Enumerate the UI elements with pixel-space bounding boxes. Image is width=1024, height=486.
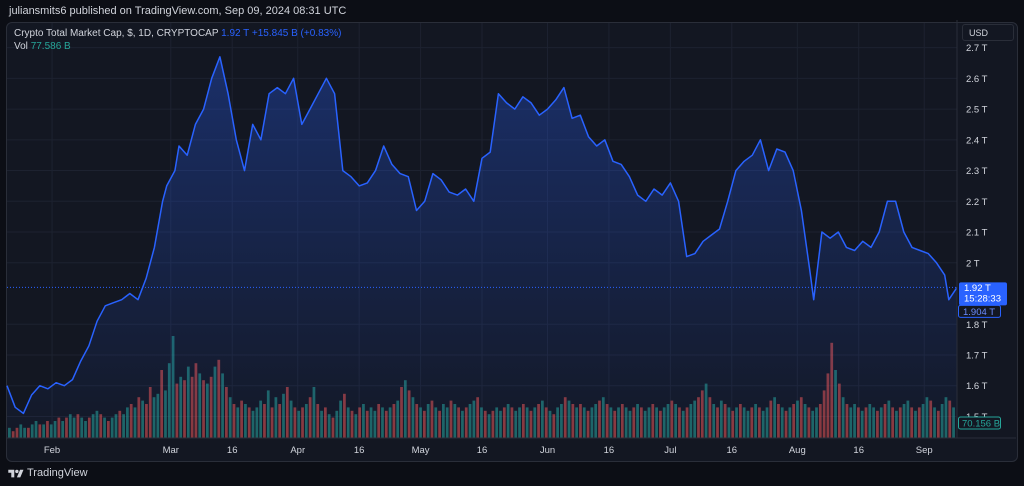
top-bar: juliansmits6 published on TradingView.co… [0, 0, 1024, 22]
y-tick-label-2: 2.5 T [966, 105, 988, 116]
price-badges: 1.92 T15:28:33 1.904 T 70.156 B [958, 282, 1007, 430]
footer: TradingView [0, 462, 1024, 486]
volume-badge [958, 416, 1001, 430]
x-tick-label-4: 16 [354, 445, 365, 456]
y-tick-label-10: 1.6 T [966, 381, 988, 392]
price-area-fill [7, 56, 957, 439]
price-axis: 2.7 T 2.6 T 2.5 T 2.4 T 2.3 T 2.2 T 2.1 T 2 T 1.… [966, 43, 988, 423]
symbol-name: Crypto Total Market Cap, $, 1D, CRYPTOCA… [14, 28, 219, 39]
volume-legend[interactable]: Vol 77.586 B [14, 41, 71, 52]
x-tick-label-2: 16 [227, 445, 238, 456]
price-line [6, 56, 958, 415]
brand-name[interactable]: TradingView [27, 467, 88, 479]
legend-last-value: 1.92 T [221, 28, 250, 39]
volume-value: 77.586 B [30, 41, 71, 52]
x-tick-label-0: Feb [44, 445, 60, 456]
tradingview-logo-icon[interactable] [8, 468, 24, 480]
y-tick-label-9: 1.7 T [966, 351, 988, 362]
volume-label: Vol [14, 41, 28, 52]
y-tick-label-1: 2.6 T [966, 74, 988, 85]
prev-close-badge-text: 1.904 T [963, 307, 995, 318]
x-tick-label-9: Jul [664, 445, 676, 456]
prev-close-badge [958, 304, 1001, 318]
x-tick-label-6: 16 [477, 445, 488, 456]
last-price-badge-text: 1.92 T [964, 283, 991, 294]
x-tick-label-7: Jun [540, 445, 555, 456]
x-tick-label-11: Aug [789, 445, 806, 456]
x-tick-label-10: 16 [726, 445, 737, 456]
y-tick-label-0: 2.7 T [966, 43, 988, 54]
x-tick-label-3: Apr [290, 445, 305, 456]
volume-badge-text: 70.156 B [962, 419, 1000, 430]
symbol-legend[interactable]: Crypto Total Market Cap, $, 1D, CRYPTOCA… [14, 28, 341, 39]
x-tick-label-13: Sep [916, 445, 933, 456]
x-tick-label-12: 16 [853, 445, 864, 456]
legend-change: +15.845 B (+0.83%) [251, 28, 342, 39]
y-tick-label-4: 2.3 T [966, 166, 988, 177]
time-axis: Feb Mar 16 Apr 16 May 16 Jun 16 Jul 16 Aug 16 Sep [44, 445, 933, 456]
y-tick-label-7: 2 T [966, 258, 980, 269]
x-tick-label-5: May [412, 445, 430, 456]
x-tick-label-1: Mar [163, 445, 179, 456]
y-tick-label-8: 1.8 T [966, 320, 988, 331]
published-info: juliansmits6 published on TradingView.co… [9, 5, 347, 17]
currency-button[interactable]: USD [962, 24, 1014, 41]
countdown-badge-text: 15:28:33 [964, 293, 1001, 304]
price-area [6, 56, 958, 439]
price-axis-separator [7, 20, 1016, 439]
y-tick-label-3: 2.4 T [966, 135, 988, 146]
y-tick-label-5: 2.2 T [966, 197, 988, 208]
x-tick-label-8: 16 [604, 445, 615, 456]
y-tick-label-6: 2.1 T [966, 228, 988, 239]
last-price-badge [959, 282, 1007, 306]
